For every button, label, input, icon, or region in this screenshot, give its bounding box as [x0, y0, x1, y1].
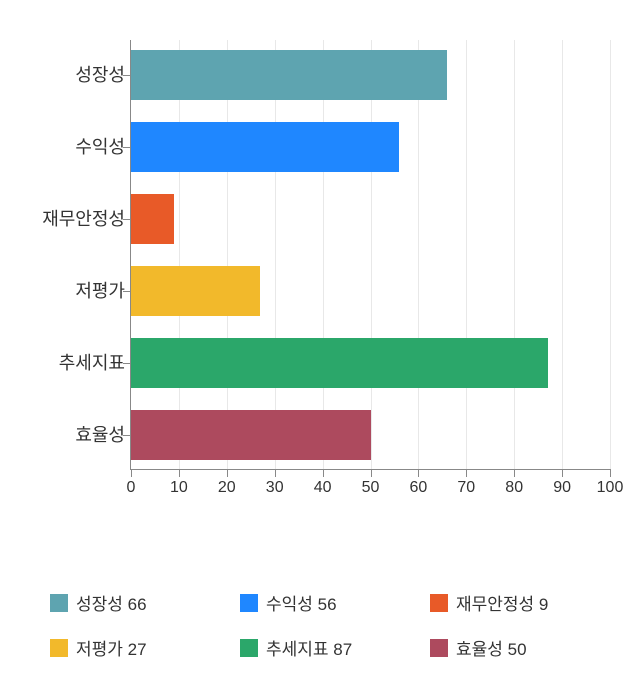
y-axis-label: 저평가 [25, 266, 125, 316]
chart-area: 성장성 수익성 재무안정성 저평가 추세지표 효율성 [20, 20, 620, 520]
bar-row [131, 410, 610, 460]
x-axis-label: 60 [409, 479, 427, 497]
x-axis-label: 100 [597, 479, 624, 497]
legend-label: 재무안정성 9 [456, 590, 548, 615]
y-tick [123, 291, 131, 292]
bar-efficiency [131, 410, 371, 460]
x-tick [275, 469, 276, 477]
y-axis-label: 추세지표 [25, 338, 125, 388]
x-tick [610, 469, 611, 477]
bar-row [131, 194, 610, 244]
y-tick [123, 435, 131, 436]
legend-item: 재무안정성 9 [430, 590, 570, 615]
y-tick [123, 147, 131, 148]
bar-row [131, 266, 610, 316]
legend-marker [430, 594, 448, 612]
legend-marker [50, 639, 68, 657]
x-axis-label: 10 [170, 479, 188, 497]
bar-stability [131, 194, 174, 244]
bar-growth [131, 50, 447, 100]
legend-item: 저평가 27 [50, 635, 190, 660]
bar-row [131, 338, 610, 388]
y-tick [123, 363, 131, 364]
legend-label: 성장성 66 [76, 590, 147, 615]
x-axis-label: 50 [362, 479, 380, 497]
x-tick [179, 469, 180, 477]
legend: 성장성 66 수익성 56 재무안정성 9 저평가 27 추세지표 87 효율성… [50, 590, 610, 660]
bar-undervalued [131, 266, 260, 316]
y-tick [123, 219, 131, 220]
plot-area: 0 10 20 30 40 50 60 70 80 90 100 [130, 40, 610, 470]
x-axis-label: 70 [457, 479, 475, 497]
x-axis-label: 30 [266, 479, 284, 497]
x-axis-label: 20 [218, 479, 236, 497]
bar-row [131, 122, 610, 172]
legend-label: 수익성 56 [266, 590, 337, 615]
x-tick [562, 469, 563, 477]
legend-label: 추세지표 87 [266, 635, 352, 660]
x-tick [418, 469, 419, 477]
legend-label: 효율성 50 [456, 635, 527, 660]
x-tick [227, 469, 228, 477]
y-axis-label: 성장성 [25, 50, 125, 100]
x-tick [131, 469, 132, 477]
chart-container: 성장성 수익성 재무안정성 저평가 추세지표 효율성 [20, 20, 620, 680]
legend-marker [430, 639, 448, 657]
x-axis-label: 0 [127, 479, 136, 497]
legend-marker [240, 594, 258, 612]
bars-container [131, 40, 610, 469]
legend-item: 효율성 50 [430, 635, 570, 660]
y-axis-label: 효율성 [25, 410, 125, 460]
x-tick [514, 469, 515, 477]
y-axis-label: 수익성 [25, 122, 125, 172]
legend-item: 성장성 66 [50, 590, 190, 615]
legend-marker [50, 594, 68, 612]
x-tick [371, 469, 372, 477]
x-axis-label: 40 [314, 479, 332, 497]
grid-line [610, 40, 611, 469]
x-tick [466, 469, 467, 477]
y-tick [123, 75, 131, 76]
bar-profitability [131, 122, 399, 172]
x-axis-label: 80 [505, 479, 523, 497]
bar-row [131, 50, 610, 100]
legend-marker [240, 639, 258, 657]
x-axis-label: 90 [553, 479, 571, 497]
legend-label: 저평가 27 [76, 635, 147, 660]
y-axis-label: 재무안정성 [25, 194, 125, 244]
x-tick [323, 469, 324, 477]
legend-item: 추세지표 87 [240, 635, 380, 660]
legend-item: 수익성 56 [240, 590, 380, 615]
bar-trend [131, 338, 548, 388]
